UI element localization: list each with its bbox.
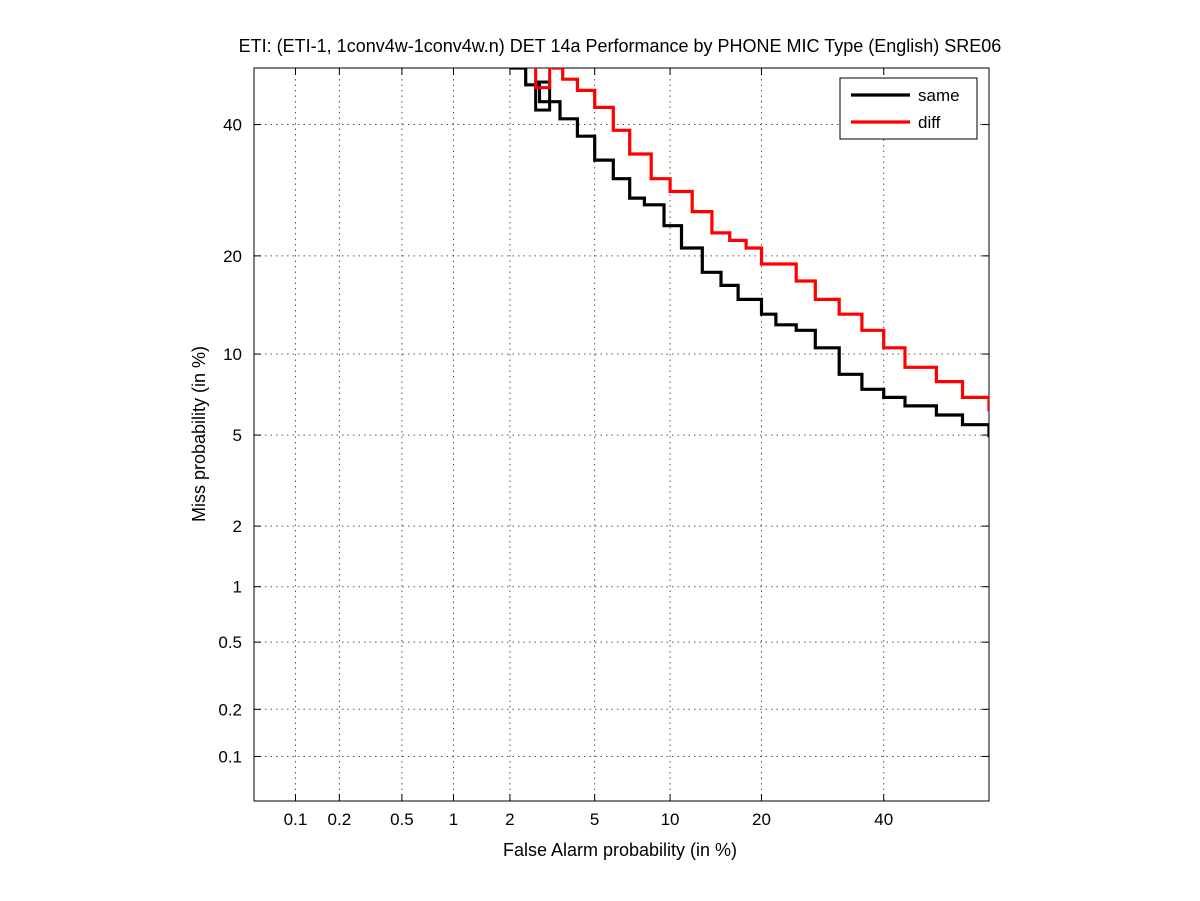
x-tick-label: 0.5: [390, 810, 414, 829]
y-tick-label: 40: [223, 116, 242, 135]
x-axis-ticks: 0.1 0.2 0.5 1 2 5 10 20 40: [284, 68, 893, 829]
x-tick-label: 20: [752, 810, 771, 829]
x-tick-label: 0.1: [284, 810, 308, 829]
chart-title: ETI: (ETI-1, 1conv4w-1conv4w.n) DET 14a …: [239, 36, 1002, 56]
x-tick-label: 10: [661, 810, 680, 829]
y-tick-label: 1: [233, 578, 242, 597]
series-line-same: [509, 68, 989, 438]
y-tick-label: 0.1: [218, 747, 242, 766]
legend: same diff: [839, 77, 978, 140]
x-tick-label: 5: [590, 810, 599, 829]
legend-label-diff: diff: [918, 113, 941, 132]
series-lines: [509, 68, 989, 438]
y-tick-label: 5: [233, 426, 242, 445]
x-tick-label: 1: [449, 810, 458, 829]
grid-lines: [254, 68, 989, 801]
x-tick-label: 2: [505, 810, 514, 829]
x-axis-label: False Alarm probability (in %): [503, 840, 737, 860]
legend-label-same: same: [918, 86, 960, 105]
dcf-marker-diff: [534, 68, 552, 90]
y-axis-ticks: 0.1 0.2 0.5 1 2 5 10 20 40: [218, 116, 989, 766]
legend-box: [839, 77, 978, 140]
series-line-diff: [551, 68, 989, 412]
y-tick-label: 0.2: [218, 700, 242, 719]
y-axis-label: Miss probability (in %): [189, 346, 209, 522]
x-tick-label: 40: [874, 810, 893, 829]
y-tick-label: 10: [223, 345, 242, 364]
y-tick-label: 0.5: [218, 633, 242, 652]
y-tick-label: 2: [233, 517, 242, 536]
y-tick-label: 20: [223, 247, 242, 266]
dcf-marker-same: [534, 80, 552, 112]
x-tick-label: 0.2: [328, 810, 352, 829]
